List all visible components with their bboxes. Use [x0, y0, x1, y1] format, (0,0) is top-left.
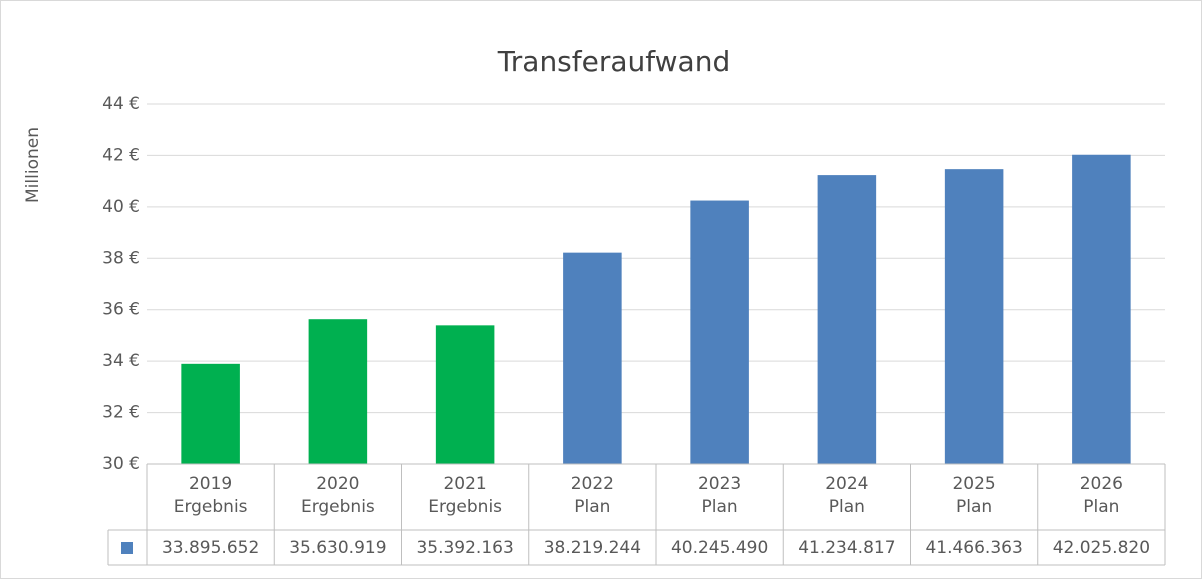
x-tick-label: 2020 — [316, 474, 359, 494]
x-tick-label: 2024 — [825, 474, 868, 494]
y-tick-label: 34 € — [102, 351, 140, 371]
y-tick-label: 40 € — [102, 197, 140, 217]
bar — [944, 169, 1004, 464]
x-tick-label: Plan — [702, 497, 738, 517]
x-tick-label: 2025 — [952, 474, 995, 494]
x-tick-label: Ergebnis — [174, 497, 248, 517]
chart-title: Transferaufwand — [497, 45, 730, 78]
table-value: 41.234.817 — [798, 538, 895, 558]
table-value: 41.466.363 — [925, 538, 1022, 558]
bar — [563, 252, 622, 464]
bar — [308, 319, 368, 464]
table-value: 42.025.820 — [1053, 538, 1150, 558]
table-value: 35.630.919 — [289, 538, 386, 558]
x-tick-label: Plan — [956, 497, 992, 517]
y-tick-label: 32 € — [102, 403, 140, 423]
x-tick-label: 2021 — [443, 474, 486, 494]
legend-key — [121, 542, 133, 554]
table-value: 38.219.244 — [544, 538, 641, 558]
x-tick-label: Ergebnis — [428, 497, 502, 517]
y-tick-label: 44 € — [102, 94, 140, 114]
bar — [435, 325, 495, 464]
bar — [1072, 154, 1131, 464]
table-value: 40.245.490 — [671, 538, 768, 558]
y-tick-label: 30 € — [102, 454, 140, 474]
bar — [817, 175, 877, 464]
bar — [690, 200, 749, 464]
y-tick-label: 42 € — [102, 145, 140, 165]
table-value: 35.392.163 — [416, 538, 513, 558]
x-tick-label: Ergebnis — [301, 497, 375, 517]
x-tick-label: 2023 — [698, 474, 741, 494]
y-tick-label: 36 € — [102, 300, 140, 320]
x-tick-label: 2026 — [1080, 474, 1123, 494]
x-tick-label: Plan — [1083, 497, 1119, 517]
y-axis-title: Millionen — [23, 127, 43, 203]
x-tick-label: 2019 — [189, 474, 232, 494]
y-tick-label: 38 € — [102, 248, 140, 268]
x-tick-label: Plan — [829, 497, 865, 517]
x-tick-label: 2022 — [571, 474, 614, 494]
x-tick-label: Plan — [574, 497, 610, 517]
table-value: 33.895.652 — [162, 538, 259, 558]
bar — [181, 363, 240, 464]
